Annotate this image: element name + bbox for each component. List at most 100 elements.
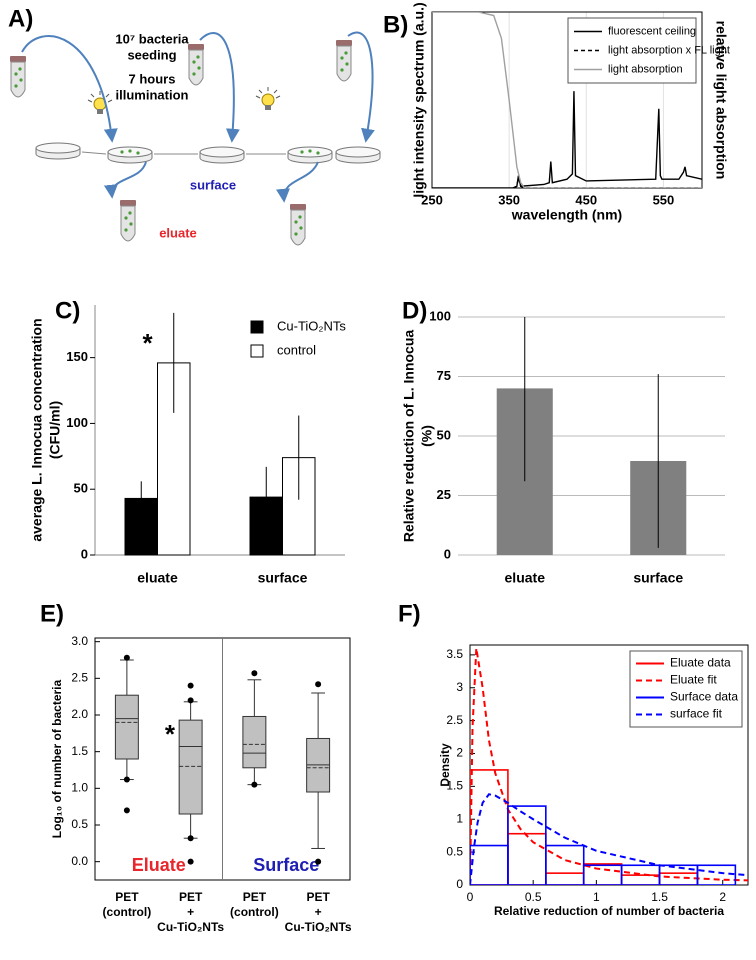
arrow: [21, 35, 118, 143]
x-tick-label: PET: [115, 890, 139, 904]
panel-label: C): [55, 297, 80, 324]
x-tick-label: 550: [653, 192, 675, 207]
flier: [123, 776, 130, 783]
series-line: [512, 177, 702, 188]
legend-label: fluorescent ceiling: [608, 25, 696, 37]
y-tick-label: 100: [429, 308, 451, 323]
y-tick-label: 25: [437, 487, 451, 502]
legend-label: Eluate data: [670, 656, 731, 670]
dish-icon: [199, 146, 245, 164]
x-tick-label: Cu-TiO₂NTs: [157, 920, 224, 934]
diagram-label: surface: [190, 177, 236, 192]
flier: [187, 682, 194, 689]
annotation: *: [165, 719, 176, 749]
y-tick-label: 3.0: [71, 634, 88, 648]
dish-icon: [287, 146, 333, 164]
x-tick-label: 250: [421, 192, 443, 207]
y-tick-label: 50: [437, 427, 451, 442]
flier: [187, 835, 194, 842]
y-tick-label: 75: [437, 368, 451, 383]
histogram-bar: [507, 832, 547, 885]
x-tick-label: surface: [633, 570, 683, 586]
arrow: [276, 161, 319, 203]
bulb-icon: [255, 86, 281, 111]
flier: [251, 670, 258, 677]
axis-label: average L. Innocua concentration: [29, 318, 45, 541]
y-tick-label: 1.5: [71, 744, 88, 758]
flier: [315, 858, 322, 865]
dish-icon: [107, 146, 153, 164]
series-line: [432, 91, 702, 188]
y-tick-label: 150: [66, 349, 88, 364]
x-tick-label: 0: [467, 890, 474, 904]
flier: [123, 807, 130, 814]
tube-icon: [119, 199, 137, 242]
x-tick-label: 350: [498, 192, 520, 207]
box: [178, 719, 203, 815]
histogram-bar: [696, 864, 737, 885]
x-tick-label: eluate: [505, 570, 546, 586]
legend-label: light absorption: [608, 63, 683, 75]
x-tick-label: +: [315, 905, 322, 919]
axis-label: (%): [419, 425, 435, 447]
legend-label: control: [277, 342, 316, 357]
x-tick-label: (control): [103, 905, 152, 919]
y-tick-label: 2.5: [446, 713, 463, 727]
x-tick-label: 2: [719, 890, 726, 904]
group-label: Surface: [253, 855, 319, 875]
diagram-panel: A) 10⁷ bacteria seeding 7 hours illumina…: [8, 5, 381, 246]
panel-label: A): [8, 5, 33, 32]
y-tick-label: 3: [456, 680, 463, 694]
tube-icon: [9, 55, 27, 98]
y-tick-label: 2.5: [71, 671, 88, 685]
flier: [315, 681, 322, 688]
x-tick-label: 450: [575, 192, 597, 207]
x-tick-label: Cu-TiO₂NTs: [285, 920, 352, 934]
x-tick-label: surface: [258, 570, 308, 586]
legend-swatch: [250, 344, 264, 358]
axis-label: light intensity spectrum (a.u.): [411, 2, 427, 197]
dish-icon: [335, 146, 381, 164]
axis-label: Relative reduction of L. Innocua: [401, 330, 417, 543]
x-tick-label: PET: [306, 890, 330, 904]
legend-label: Surface data: [670, 690, 738, 704]
arrow: [199, 32, 240, 143]
annotation: *: [142, 328, 153, 358]
y-tick-label: 1.0: [71, 781, 88, 795]
axis-label: (CFU/ml): [47, 401, 63, 459]
dish-icon: [35, 142, 81, 160]
y-tick-label: 0.5: [446, 844, 463, 858]
diagram-label: 10⁷ bacteria: [115, 31, 189, 46]
histogram-bar: [545, 872, 585, 885]
diagram-label: eluate: [159, 225, 197, 240]
flier: [123, 654, 130, 661]
flier: [187, 858, 194, 865]
legend-label: light absorption x FL light: [608, 44, 730, 56]
diagram-label: seeding: [127, 47, 176, 62]
legend-label: surface fit: [670, 707, 723, 721]
axis-label: Density: [438, 743, 452, 787]
fit-line: [470, 793, 748, 885]
group-label: Eluate: [132, 855, 186, 875]
diagram-label: 7 hours: [129, 71, 176, 86]
box: [114, 694, 139, 760]
panel-label: F): [398, 600, 421, 627]
y-tick-label: 0.0: [71, 854, 88, 868]
box: [242, 715, 267, 769]
arrow: [103, 161, 147, 199]
y-tick-label: 0: [444, 546, 451, 561]
axis-label: Log₁₀ of number of bacteria: [50, 679, 64, 838]
tube-icon: [289, 203, 307, 246]
y-tick-label: 1: [456, 811, 463, 825]
legend-swatch: [250, 320, 264, 334]
x-tick-label: (control): [230, 905, 279, 919]
y-tick-label: 1.5: [446, 779, 463, 793]
x-tick-label: PET: [243, 890, 267, 904]
panel-label: D): [402, 297, 427, 324]
y-tick-label: 100: [66, 415, 88, 430]
histogram-bar: [470, 844, 509, 885]
bulb-icon: [87, 90, 113, 115]
arrow: [347, 31, 375, 143]
x-axis-label: wavelength (nm): [511, 207, 622, 223]
